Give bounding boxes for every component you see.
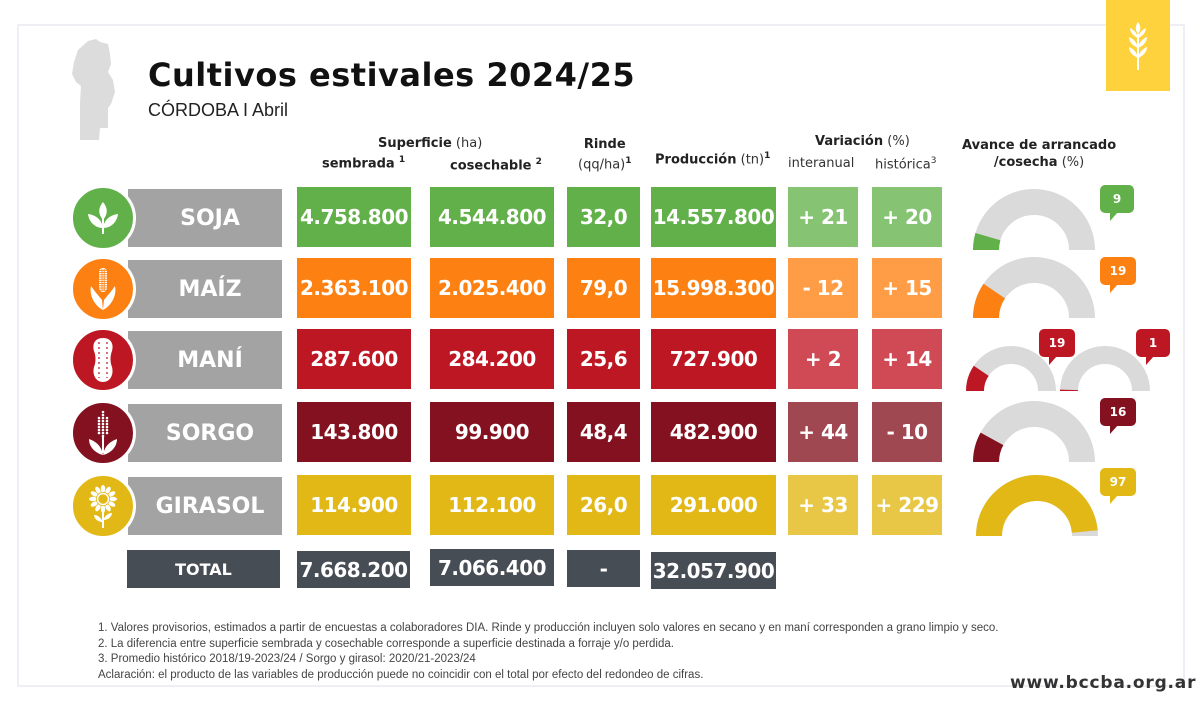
- header-historica: histórica3: [875, 156, 937, 173]
- header-superficie: Superficie (ha): [378, 136, 483, 151]
- cell-produccion: 291.000: [651, 475, 776, 535]
- wheat-icon: [1129, 21, 1147, 70]
- cell-cosechable: 2.025.400: [430, 258, 554, 318]
- cell-cosechable: 4.544.800: [430, 187, 554, 247]
- website-link[interactable]: www.bccba.org.ar: [1010, 673, 1197, 693]
- logo-badge: [1106, 0, 1170, 91]
- cell-interanual: + 33: [788, 475, 858, 535]
- total-cosechable: 7.066.400: [430, 549, 554, 586]
- cell-cosechable: 99.900: [430, 402, 554, 462]
- header-variacion: Variación (%): [815, 134, 910, 149]
- infographic-frame: [17, 24, 1185, 687]
- crop-label: SOJA: [128, 189, 282, 247]
- cell-historica: + 229: [872, 475, 942, 535]
- footnote-3: 3. Promedio histórico 2018/19-2023/24 / …: [98, 653, 476, 665]
- cell-sembrada: 287.600: [297, 329, 411, 389]
- header-rinde: Rinde (qq/ha)1: [578, 137, 632, 173]
- gauge-value-bubble: 19: [1039, 329, 1075, 365]
- cell-rinde: 26,0: [567, 475, 640, 535]
- cell-rinde: 32,0: [567, 187, 640, 247]
- sorghum-icon: [70, 400, 136, 466]
- total-rinde: -: [567, 550, 640, 587]
- crop-label: MAÍZ: [128, 260, 282, 318]
- gauge-value-bubble: 16: [1100, 398, 1136, 434]
- total-sembrada: 7.668.200: [297, 551, 410, 588]
- gauge-value-bubble: 97: [1100, 468, 1136, 504]
- cell-historica: + 15: [872, 258, 942, 318]
- cell-rinde: 25,6: [567, 329, 640, 389]
- crop-row-soja: SOJA: [70, 185, 282, 251]
- total-produccion: 32.057.900: [651, 552, 776, 589]
- header-avance: Avance de arrancado/cosecha (%): [962, 138, 1117, 170]
- header-interanual: interanual: [788, 156, 855, 171]
- gauge-value-bubble: 9: [1100, 185, 1134, 221]
- total-label: TOTAL: [127, 550, 280, 588]
- cell-interanual: + 2: [788, 329, 858, 389]
- header-cosechable: cosechable 2: [450, 157, 542, 174]
- footnote-aclaracion: Aclaración: el producto de las variables…: [98, 668, 704, 681]
- cell-sembrada: 143.800: [297, 402, 411, 462]
- crop-label: MANÍ: [128, 331, 282, 389]
- cell-sembrada: 114.900: [297, 475, 411, 535]
- cell-produccion: 727.900: [651, 329, 776, 389]
- crop-label: SORGO: [128, 404, 282, 462]
- crop-row-girasol: GIRASOL: [70, 473, 282, 539]
- cell-historica: - 10: [872, 402, 942, 462]
- cell-produccion: 482.900: [651, 402, 776, 462]
- page-subtitle: CÓRDOBA I Abril: [148, 100, 289, 120]
- cell-interanual: + 44: [788, 402, 858, 462]
- cell-rinde: 79,0: [567, 258, 640, 318]
- cell-historica: + 20: [872, 187, 942, 247]
- cell-cosechable: 112.100: [430, 475, 554, 535]
- cell-produccion: 14.557.800: [651, 187, 776, 247]
- cell-cosechable: 284.200: [430, 329, 554, 389]
- corn-cob-icon: [70, 256, 136, 322]
- sunflower-icon: [70, 473, 136, 539]
- gauge-value-bubble: 1: [1136, 329, 1170, 365]
- peanut-icon: [70, 327, 136, 393]
- cell-sembrada: 2.363.100: [297, 258, 411, 318]
- header-produccion: Producción (tn)1: [655, 151, 771, 168]
- page-title: Cultivos estivales 2024/25: [148, 56, 636, 94]
- crop-row-sorgo: SORGO: [70, 400, 282, 466]
- cell-interanual: - 12: [788, 258, 858, 318]
- crop-label: GIRASOL: [128, 477, 282, 535]
- soybean-sprout-icon: [70, 185, 136, 251]
- cell-historica: + 14: [872, 329, 942, 389]
- footnote-2: 2. La diferencia entre superficie sembra…: [98, 637, 674, 650]
- cell-sembrada: 4.758.800: [297, 187, 411, 247]
- crop-row-mani: MANÍ: [70, 327, 282, 393]
- cell-rinde: 48,4: [567, 402, 640, 462]
- gauge-value-bubble: 19: [1100, 257, 1136, 293]
- footnote-1: 1. Valores provisorios, estimados a part…: [98, 622, 999, 634]
- footnotes: 1. Valores provisorios, estimados a part…: [98, 621, 998, 683]
- header-sembrada: sembrada 1: [322, 155, 406, 172]
- crop-row-maiz: MAÍZ: [70, 256, 282, 322]
- cell-interanual: + 21: [788, 187, 858, 247]
- cell-produccion: 15.998.300: [651, 258, 776, 318]
- cordoba-province-map-icon: [72, 39, 115, 140]
